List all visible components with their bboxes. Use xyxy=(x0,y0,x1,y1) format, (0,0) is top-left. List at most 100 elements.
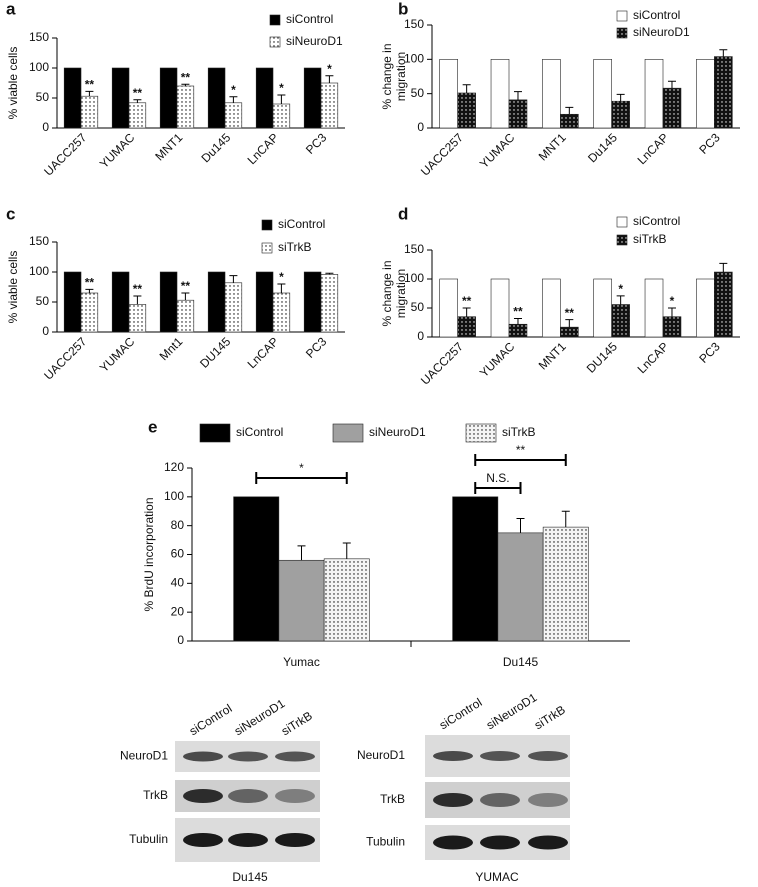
y-axis-label: % BrdU incorporation xyxy=(142,497,156,611)
significance-label: ** xyxy=(462,294,472,308)
comparison-label: * xyxy=(299,461,304,475)
error-bar xyxy=(513,91,522,100)
legend-swatch xyxy=(616,27,628,39)
bar xyxy=(303,67,322,129)
x-tick-label: MNT1 xyxy=(536,130,569,163)
bar xyxy=(490,278,510,338)
bar xyxy=(560,113,579,129)
bar xyxy=(542,526,589,642)
error-bar xyxy=(277,94,286,104)
comparison-bracket xyxy=(255,472,348,484)
bar xyxy=(224,282,243,333)
bar xyxy=(714,56,733,129)
legend-label: siNeuroD1 xyxy=(633,25,690,39)
x-tick-label: YUMAC xyxy=(477,339,518,380)
x-tick-label: Mnt1 xyxy=(157,334,186,363)
x-tick-label: Du145 xyxy=(585,130,620,165)
bar xyxy=(508,323,528,338)
bar xyxy=(644,59,664,129)
y-tick-label: 20 xyxy=(171,604,185,618)
legend-swatch xyxy=(465,423,497,443)
y-tick-label: 0 xyxy=(417,329,424,343)
x-tick-label: UACC257 xyxy=(41,130,89,178)
error-bar xyxy=(133,295,142,305)
bar xyxy=(233,496,280,642)
legend-label: siTrkB xyxy=(633,232,667,246)
bar xyxy=(644,278,664,338)
bar xyxy=(662,87,682,129)
error-bar xyxy=(297,545,306,561)
error-bar xyxy=(561,510,570,528)
error-bar xyxy=(667,307,676,317)
bar xyxy=(320,274,339,333)
error-bar xyxy=(229,96,238,103)
y-tick-label: 50 xyxy=(411,86,425,100)
error-bar xyxy=(181,292,190,301)
y-tick-label: 50 xyxy=(36,90,50,104)
legend-label: siTrkB xyxy=(502,425,536,439)
error-bar xyxy=(667,80,676,89)
comparison-label: ** xyxy=(516,443,526,457)
bar xyxy=(128,304,147,333)
significance-label: * xyxy=(618,282,623,296)
x-tick-label: PC3 xyxy=(696,339,723,366)
significance-label: ** xyxy=(181,70,191,84)
x-tick-label: DU145 xyxy=(197,334,234,371)
significance-label: ** xyxy=(133,86,143,100)
bar xyxy=(508,99,528,129)
y-axis-label: % viable cells xyxy=(6,47,20,120)
bar xyxy=(439,59,458,129)
lane-label: siTrkB xyxy=(532,703,568,733)
comparison-label: N.S. xyxy=(486,471,509,485)
row-label: Tubulin xyxy=(129,832,168,846)
bar xyxy=(323,558,370,642)
error-bar xyxy=(85,288,94,293)
bar xyxy=(111,67,130,129)
y-axis-label: % change in xyxy=(380,260,394,326)
bar xyxy=(560,326,579,338)
error-bar xyxy=(85,90,94,97)
cell-line-label: Du145 xyxy=(232,870,268,884)
y-tick-label: 0 xyxy=(177,633,184,647)
legend-swatch xyxy=(332,423,364,443)
y-tick-label: 150 xyxy=(29,234,49,248)
x-tick-label: UACC257 xyxy=(418,339,466,387)
bar xyxy=(176,85,195,129)
y-tick-label: 50 xyxy=(411,300,425,314)
lane-label: siNeuroD1 xyxy=(484,690,540,732)
significance-label: ** xyxy=(181,279,191,293)
bar xyxy=(320,82,339,129)
blot-band xyxy=(275,751,315,762)
legend-label: siControl xyxy=(633,8,680,22)
legend-label: siControl xyxy=(633,214,680,228)
row-label: NeuroD1 xyxy=(357,748,405,762)
x-tick-label: LnCAP xyxy=(245,130,282,167)
bar xyxy=(593,59,612,129)
y-tick-label: 0 xyxy=(42,120,49,134)
bar xyxy=(303,271,322,333)
y-tick-label: 40 xyxy=(171,576,185,590)
x-tick-label: MNT1 xyxy=(536,339,569,372)
error-bar xyxy=(616,93,625,102)
bar xyxy=(457,316,476,338)
bar xyxy=(224,102,243,129)
legend-swatch xyxy=(261,219,273,231)
cell-line-label: YUMAC xyxy=(475,870,519,884)
legend-label: siControl xyxy=(286,12,333,26)
legend-label: siControl xyxy=(236,425,283,439)
comparison-bracket xyxy=(474,454,567,466)
blot-band xyxy=(275,833,315,847)
blot-band xyxy=(228,751,268,762)
x-tick-label: YUMAC xyxy=(97,130,138,171)
legend-swatch xyxy=(269,36,281,48)
panel-letter: a xyxy=(6,0,16,18)
y-tick-label: 120 xyxy=(164,460,184,474)
y-axis-label: migration xyxy=(394,269,408,318)
bar xyxy=(696,278,715,338)
legend-label: siTrkB xyxy=(278,240,312,254)
y-tick-label: 150 xyxy=(29,30,49,44)
significance-label: * xyxy=(327,62,332,76)
x-tick-label: DU145 xyxy=(584,339,621,376)
legend-swatch xyxy=(616,216,628,228)
